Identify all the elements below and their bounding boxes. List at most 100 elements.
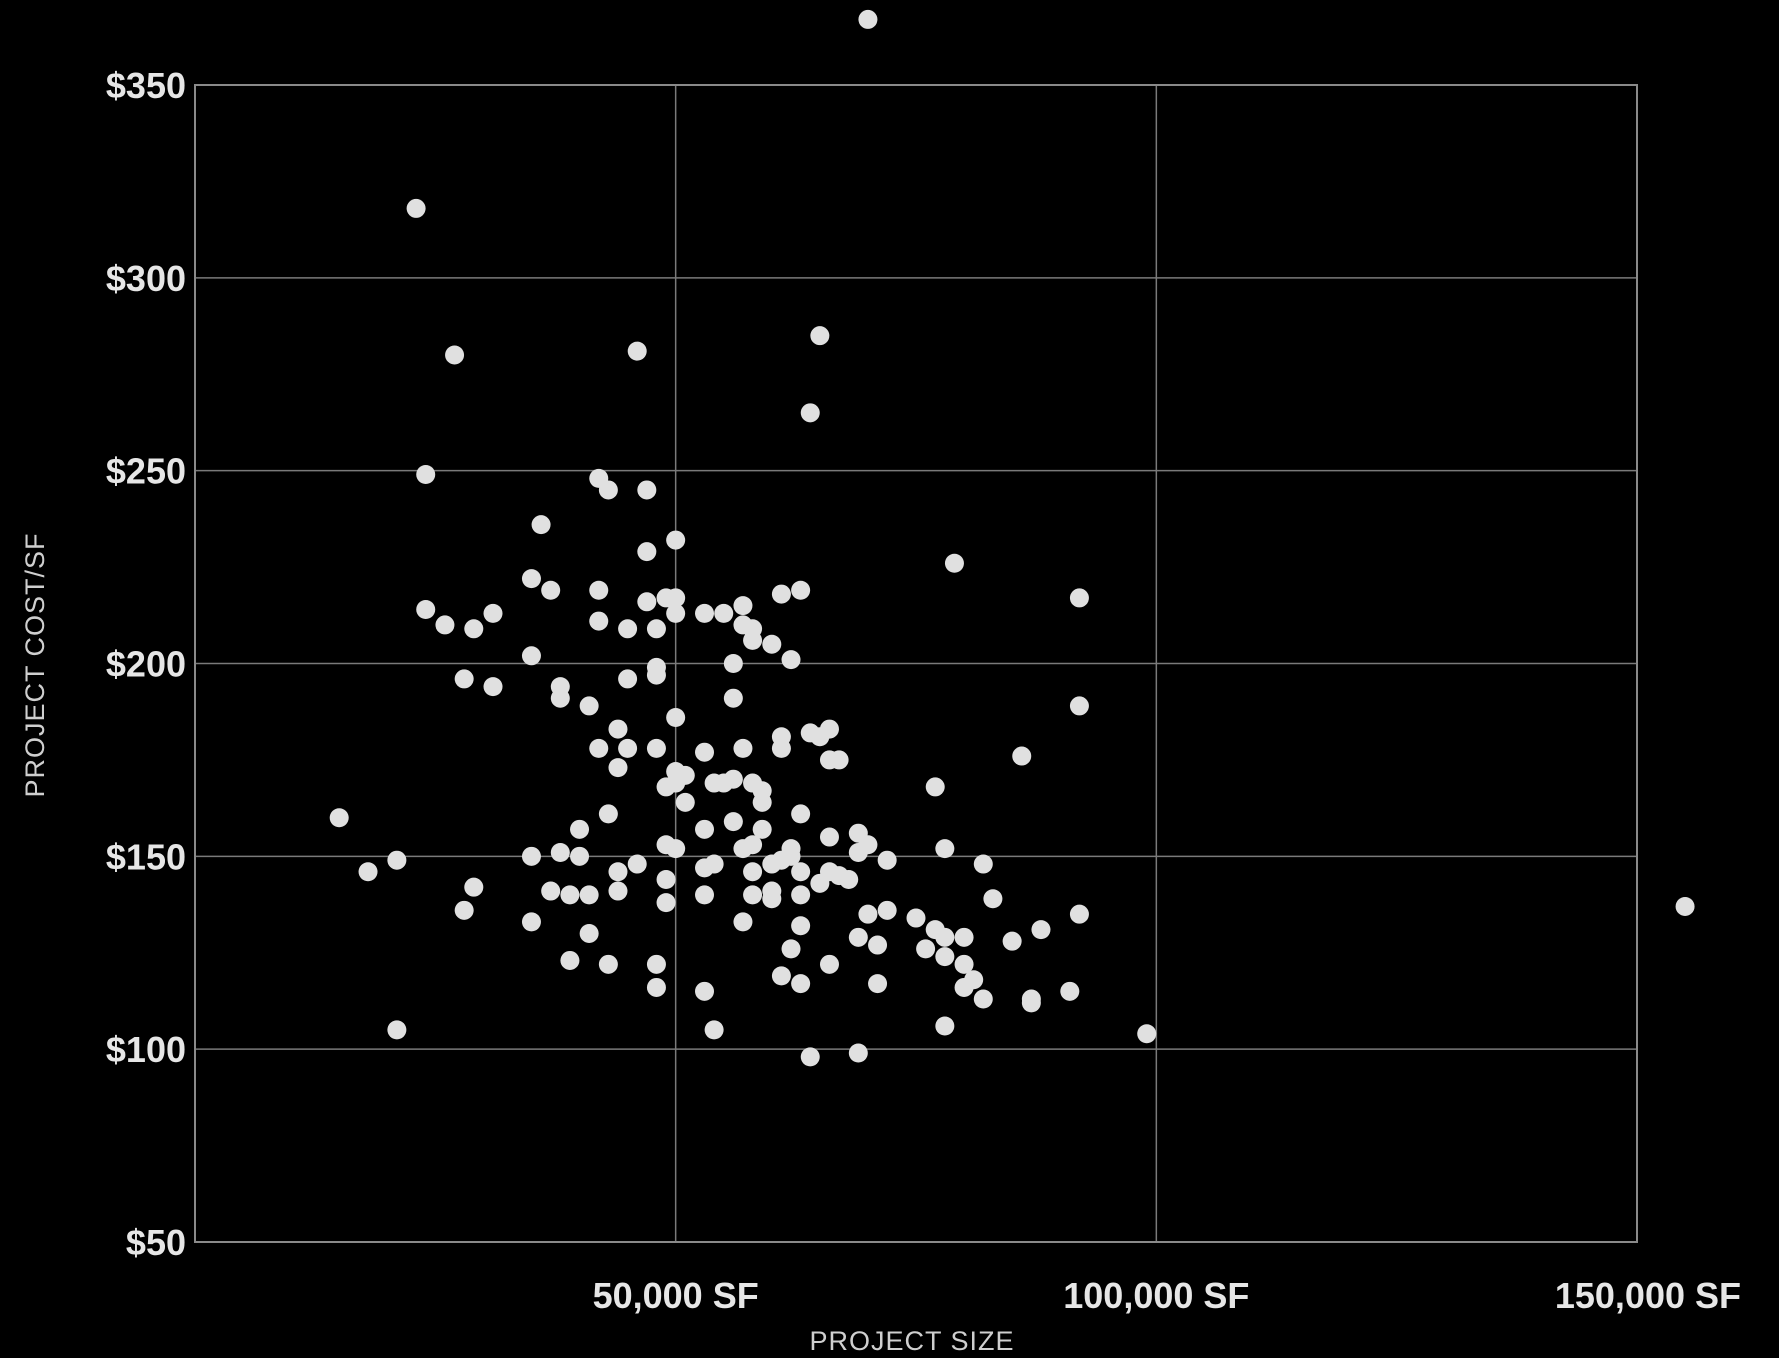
data-point	[598, 954, 618, 974]
data-point	[1031, 920, 1051, 940]
data-point	[627, 341, 647, 361]
data-point	[521, 569, 541, 589]
data-point	[589, 611, 609, 631]
data-point	[521, 646, 541, 666]
data-point	[1069, 904, 1089, 924]
data-point	[358, 862, 378, 882]
data-point	[762, 889, 782, 909]
data-point	[743, 835, 763, 855]
data-point	[791, 885, 811, 905]
data-point	[954, 927, 974, 947]
data-point	[800, 1047, 820, 1067]
data-point	[848, 842, 868, 862]
data-point	[656, 893, 676, 913]
data-point	[819, 827, 839, 847]
data-point	[416, 465, 436, 485]
data-point	[935, 1016, 955, 1036]
data-point	[608, 862, 628, 882]
data-point	[541, 881, 561, 901]
data-point	[752, 792, 772, 812]
data-point	[1069, 696, 1089, 716]
data-point	[733, 912, 753, 932]
data-point	[858, 904, 878, 924]
data-point	[464, 619, 484, 639]
data-point	[618, 738, 638, 758]
data-point	[435, 615, 455, 635]
data-point	[858, 9, 878, 29]
data-point	[1675, 896, 1695, 916]
y-tick-label: $250	[106, 451, 186, 492]
data-point	[454, 669, 474, 689]
data-point	[791, 580, 811, 600]
y-tick-label: $350	[106, 65, 186, 106]
y-tick-label: $50	[126, 1222, 186, 1263]
data-point	[1012, 746, 1032, 766]
data-point	[570, 846, 590, 866]
data-point	[1060, 981, 1080, 1001]
data-point	[454, 900, 474, 920]
data-point	[695, 819, 715, 839]
data-point	[608, 758, 628, 778]
data-point	[627, 854, 647, 874]
data-point	[704, 1020, 724, 1040]
data-point	[810, 326, 830, 346]
data-point	[714, 603, 734, 623]
data-point	[810, 873, 830, 893]
data-point	[560, 950, 580, 970]
y-tick-label: $150	[106, 836, 186, 877]
y-tick-label: $100	[106, 1029, 186, 1070]
data-point	[944, 553, 964, 573]
data-point	[675, 792, 695, 812]
data-point	[743, 885, 763, 905]
data-point	[791, 862, 811, 882]
data-point	[608, 719, 628, 739]
data-point	[646, 738, 666, 758]
data-point	[810, 727, 830, 747]
data-point	[781, 846, 801, 866]
data-point	[589, 738, 609, 758]
data-point	[771, 738, 791, 758]
data-point	[598, 480, 618, 500]
data-point	[743, 862, 763, 882]
data-point	[733, 738, 753, 758]
data-point	[387, 1020, 407, 1040]
data-point	[637, 480, 657, 500]
data-point	[723, 688, 743, 708]
data-point	[868, 935, 888, 955]
data-point	[973, 854, 993, 874]
data-point	[704, 854, 724, 874]
data-point	[925, 777, 945, 797]
data-point	[598, 804, 618, 824]
data-point	[483, 603, 503, 623]
data-point	[819, 954, 839, 974]
data-point	[781, 650, 801, 670]
y-tick-label: $200	[106, 644, 186, 685]
data-point	[916, 939, 936, 959]
data-point	[550, 842, 570, 862]
data-point	[771, 966, 791, 986]
data-point	[406, 198, 426, 218]
data-point	[935, 947, 955, 967]
data-point	[695, 981, 715, 1001]
data-point	[800, 403, 820, 423]
data-point	[666, 839, 686, 859]
data-point	[521, 846, 541, 866]
data-point	[819, 750, 839, 770]
data-point	[521, 912, 541, 932]
data-point	[608, 881, 628, 901]
data-point	[637, 592, 657, 612]
data-point	[723, 812, 743, 832]
data-point	[637, 542, 657, 562]
x-tick-label: 50,000 SF	[593, 1275, 759, 1316]
data-point	[646, 619, 666, 639]
data-point	[983, 889, 1003, 909]
data-point	[531, 515, 551, 535]
plot-frame	[194, 84, 1638, 1243]
data-point	[791, 916, 811, 936]
data-point	[935, 839, 955, 859]
x-axis-ticks: 50,000 SF 100,000 SF 150,000 SF	[593, 1275, 1741, 1316]
data-point	[877, 850, 897, 870]
data-point	[791, 804, 811, 824]
data-point	[839, 869, 859, 889]
data-point	[646, 665, 666, 685]
